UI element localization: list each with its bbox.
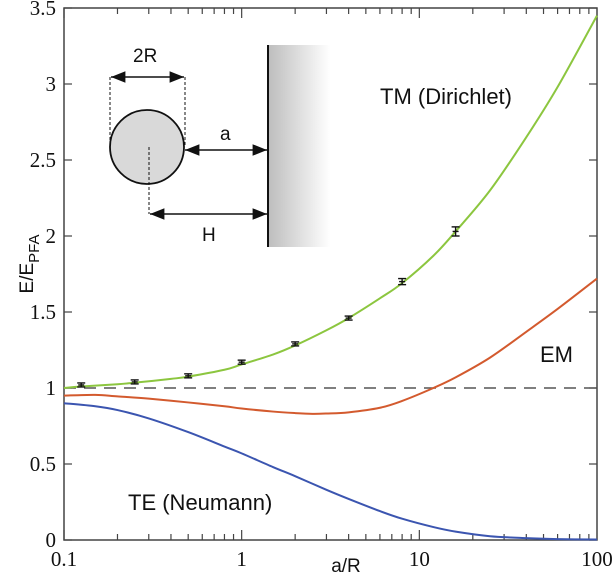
x-tick-label: 10 [409, 547, 430, 571]
data-point [237, 359, 246, 365]
plot-frame [63, 7, 598, 541]
svg-text:E/EPFA: E/EPFA [17, 235, 43, 294]
sphere [109, 109, 185, 185]
wall-shading [268, 45, 330, 247]
annotation-tm: TM (Dirichlet) [380, 84, 512, 109]
y-axis-title-subscript: PFA [26, 235, 43, 263]
data-points [77, 226, 460, 388]
y-tick-label: 1.5 [30, 300, 56, 324]
tick-labels: 0.1 1 10 100 0 0.5 1 1.5 2 2.5 3 3.5 [30, 0, 613, 571]
label-H: H [202, 225, 216, 246]
y-tick-label: 2 [46, 224, 57, 248]
series-line-tm [63, 15, 598, 389]
y-tick-label: 1 [46, 376, 57, 400]
data-point [130, 379, 139, 385]
x-axis-title: a/R [331, 556, 361, 575]
data-point [291, 341, 300, 347]
inset-diagram: 2R a H [109, 45, 330, 247]
label-a: a [220, 124, 231, 145]
x-tick-label: 100 [581, 547, 613, 571]
y-axis-title-main: E/E [17, 263, 38, 294]
x-tick-label: 1 [236, 547, 247, 571]
series-line-em [63, 277, 598, 415]
x-tick-label: 0.1 [51, 547, 77, 571]
y-tick-label: 3.5 [30, 0, 56, 20]
data-point [77, 382, 86, 388]
y-tick-label: 0 [46, 528, 57, 552]
series-lines [63, 15, 598, 541]
y-tick-label: 3 [46, 72, 57, 96]
y-axis-title: E/EPFA [17, 235, 43, 294]
series-line-te [63, 402, 598, 541]
axis-ticks [63, 7, 597, 541]
annotation-em: EM [540, 342, 573, 367]
annotation-te: TE (Neumann) [128, 490, 272, 515]
label-2R: 2R [133, 46, 157, 67]
y-tick-label: 2.5 [30, 148, 56, 172]
data-point [184, 373, 193, 379]
data-point [451, 226, 460, 237]
data-point [398, 277, 407, 286]
y-tick-label: 0.5 [30, 452, 56, 476]
data-point [344, 315, 353, 321]
